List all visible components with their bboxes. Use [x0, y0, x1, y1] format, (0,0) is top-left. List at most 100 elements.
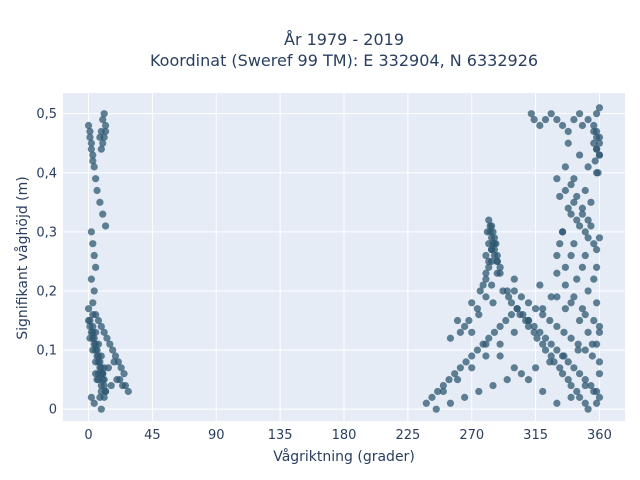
- data-point: [432, 405, 440, 413]
- data-point: [553, 269, 561, 277]
- data-point: [89, 328, 97, 336]
- data-point: [587, 381, 595, 390]
- data-point: [584, 328, 592, 336]
- data-point: [570, 115, 578, 124]
- data-point: [446, 399, 455, 407]
- data-point: [561, 163, 569, 171]
- y-tick-label: 0,4: [36, 166, 57, 181]
- data-point: [456, 328, 464, 336]
- data-point: [588, 352, 596, 360]
- data-point: [595, 358, 604, 366]
- data-point: [86, 127, 94, 136]
- data-point: [94, 376, 103, 384]
- data-point: [593, 169, 601, 177]
- data-point: [581, 346, 589, 354]
- data-point: [553, 251, 561, 260]
- data-point: [482, 251, 490, 260]
- data-point: [100, 393, 108, 401]
- data-point: [539, 305, 547, 313]
- data-point: [100, 110, 108, 118]
- data-point: [593, 340, 601, 348]
- data-point: [493, 251, 501, 260]
- x-tick-label: 135: [268, 428, 293, 443]
- data-point: [593, 145, 601, 153]
- data-point: [584, 405, 592, 413]
- data-point: [595, 104, 604, 112]
- data-point: [539, 340, 547, 348]
- data-point: [487, 246, 496, 254]
- data-point: [87, 228, 95, 236]
- data-point: [546, 316, 554, 325]
- data-point: [89, 240, 97, 248]
- data-point: [428, 393, 436, 401]
- data-point: [107, 381, 115, 390]
- data-point: [100, 133, 108, 141]
- data-point: [536, 328, 544, 336]
- data-point: [590, 387, 598, 396]
- data-point: [90, 399, 98, 407]
- data-point: [510, 287, 518, 295]
- data-point: [92, 175, 100, 183]
- data-point: [517, 370, 525, 378]
- data-point: [584, 163, 592, 171]
- data-point: [590, 139, 598, 147]
- data-point: [456, 364, 464, 372]
- data-point: [496, 352, 504, 360]
- data-point: [522, 316, 530, 325]
- data-point: [595, 322, 604, 331]
- data-point: [590, 316, 598, 325]
- data-point: [570, 175, 578, 183]
- data-point: [541, 346, 550, 354]
- data-point: [99, 370, 107, 378]
- data-point: [547, 340, 555, 348]
- data-point: [468, 364, 476, 372]
- data-point: [553, 322, 561, 331]
- data-point: [547, 293, 555, 301]
- data-point: [496, 269, 504, 277]
- data-point: [502, 316, 510, 325]
- data-point: [578, 305, 587, 313]
- data-point: [462, 358, 470, 366]
- x-tick-label: 45: [144, 428, 161, 443]
- data-point: [595, 393, 604, 401]
- data-point: [558, 228, 567, 236]
- data-point: [422, 399, 430, 407]
- data-point: [516, 311, 524, 319]
- data-point: [89, 151, 97, 159]
- data-point: [593, 299, 601, 307]
- data-point: [575, 370, 584, 378]
- data-point: [593, 246, 601, 254]
- data-point: [539, 311, 547, 319]
- data-point: [553, 115, 561, 124]
- data-point: [556, 192, 564, 201]
- data-point: [530, 328, 538, 336]
- data-point: [564, 376, 572, 384]
- data-point: [90, 251, 98, 260]
- data-point: [531, 364, 540, 372]
- data-point: [482, 275, 490, 283]
- data-point: [575, 151, 584, 159]
- data-point: [92, 370, 100, 378]
- data-point: [560, 352, 568, 360]
- data-point: [96, 358, 104, 366]
- data-point: [90, 334, 98, 342]
- data-point: [581, 381, 589, 390]
- data-point: [446, 334, 455, 342]
- data-point: [111, 352, 120, 360]
- data-point: [547, 352, 555, 360]
- data-point: [561, 305, 569, 313]
- data-point: [485, 216, 493, 224]
- data-point: [553, 346, 561, 354]
- data-point: [468, 352, 476, 360]
- x-axis-label: Vågriktning (grader): [273, 448, 415, 465]
- data-point: [499, 287, 507, 295]
- data-point: [573, 216, 581, 224]
- data-point: [439, 387, 447, 396]
- data-point: [578, 121, 587, 130]
- data-point: [584, 115, 592, 124]
- data-point: [487, 281, 496, 289]
- data-point: [595, 133, 604, 141]
- data-point: [461, 393, 469, 401]
- data-point: [507, 311, 516, 319]
- data-point: [575, 222, 584, 230]
